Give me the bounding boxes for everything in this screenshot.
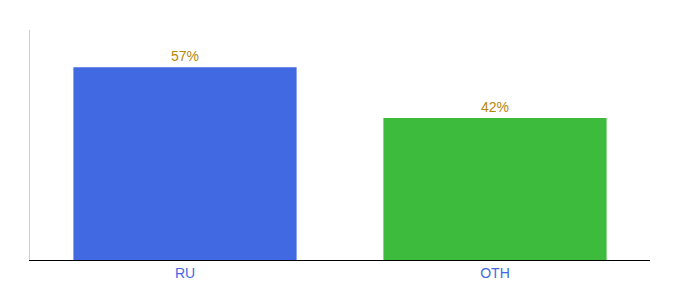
svg-text:OTH: OTH	[480, 265, 510, 281]
svg-text:57%: 57%	[171, 48, 199, 64]
svg-text:42%: 42%	[481, 99, 509, 115]
svg-text:RU: RU	[175, 265, 195, 281]
